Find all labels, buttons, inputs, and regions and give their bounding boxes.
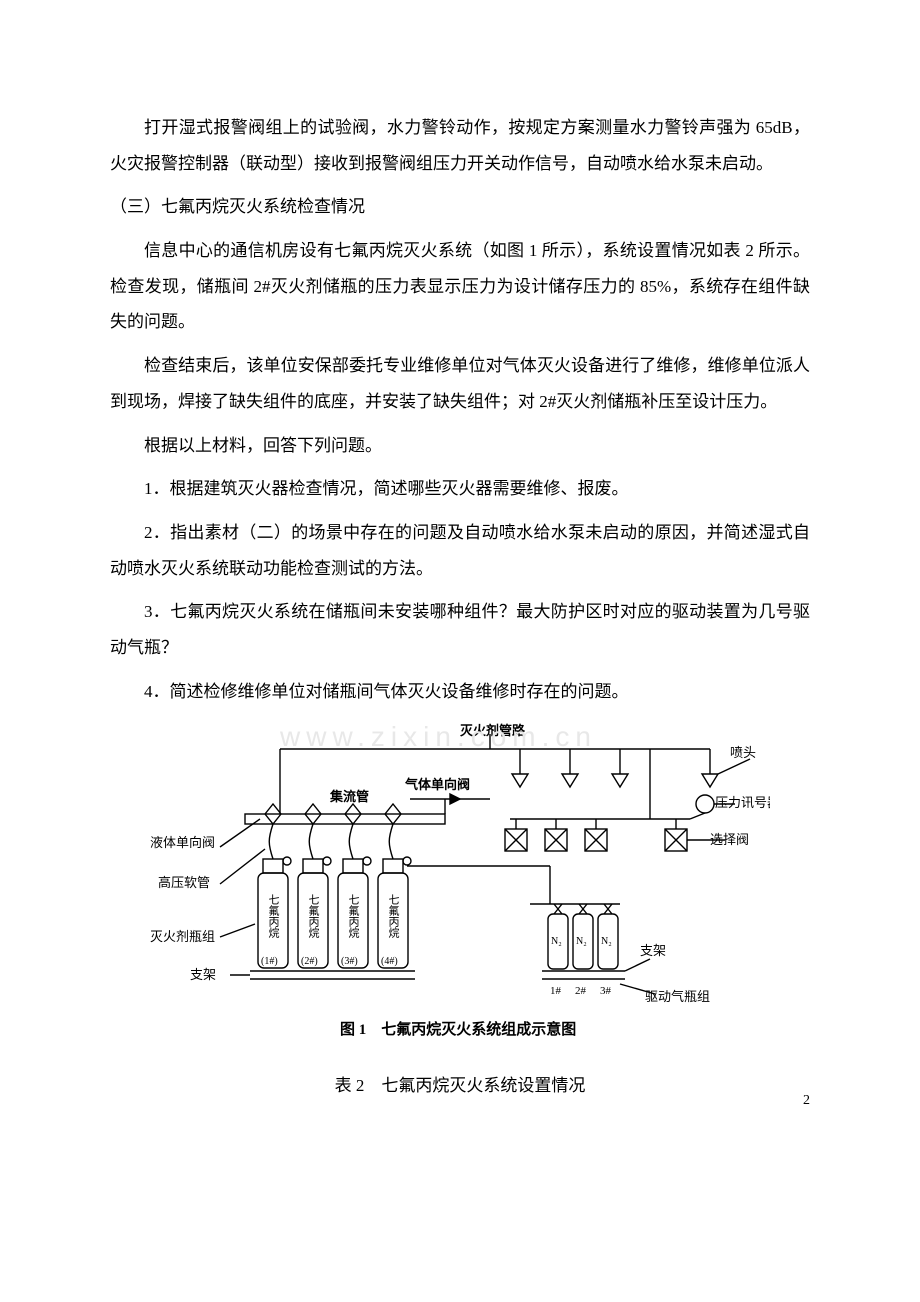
label-gas-check-valve: 气体单向阀: [405, 777, 470, 792]
label-n2-3: N₂: [601, 936, 612, 947]
paragraph-3: 信息中心的通信机房设有七氟丙烷灭火系统（如图 1 所示），系统设置情况如表 2 …: [110, 233, 810, 340]
label-drive-cyl-group: 驱动气瓶组: [645, 989, 710, 1004]
figure-caption: 图 1 七氟丙烷灭火系统组成示意图: [340, 1020, 576, 1038]
question-3: 3．七氟丙烷灭火系统在储瓶间未安装哪种组件？最大防护区时对应的驱动装置为几号驱动…: [110, 594, 810, 665]
label-cyl1-name: 七氟丙烷: [267, 894, 280, 939]
label-nozzle: 喷头: [730, 745, 756, 760]
question-4: 4．简述检修维修单位对储瓶间气体灭火设备维修时存在的问题。: [110, 674, 810, 710]
fire-suppression-diagram: 灭火剂管路 喷头 集流管 气体单向阀 压力讯号器 液体单向阀 选择阀 高压软管 …: [150, 719, 770, 1049]
label-hp-hose: 高压软管: [158, 875, 210, 890]
section-heading-3: （三）七氟丙烷灭火系统检查情况: [110, 189, 810, 225]
paragraph-1: 打开湿式报警阀组上的试验阀，水力警铃动作，按规定方案测量水力警铃声强为 65dB…: [110, 110, 810, 181]
label-liquid-check-valve: 液体单向阀: [150, 835, 215, 850]
label-cyl4-num: (4#): [381, 956, 398, 967]
label-n2-2: N₂: [576, 936, 587, 947]
label-manifold: 集流管: [329, 789, 369, 804]
label-cyl2-name: 七氟丙烷: [307, 894, 320, 939]
label-cyl2-num: (2#): [301, 956, 318, 967]
question-1: 1．根据建筑灭火器检查情况，简述哪些灭火器需要维修、报废。: [110, 471, 810, 507]
label-n2-1: N₂: [551, 936, 562, 947]
label-selector-valve: 选择阀: [710, 832, 749, 847]
label-bracket-right: 支架: [640, 943, 666, 958]
question-2: 2．指出素材（二）的场景中存在的问题及自动喷水给水泵未启动的原因，并简述湿式自动…: [110, 515, 810, 586]
table-2-caption: 表 2 七氟丙烷灭火系统设置情况: [110, 1068, 810, 1104]
label-cyl4-name: 七氟丙烷: [387, 894, 400, 939]
label-bracket-left: 支架: [190, 967, 216, 982]
label-cyl3-num: (3#): [341, 956, 358, 967]
label-agent-pipe: 灭火剂管路: [459, 723, 526, 738]
paragraph-4: 检查结束后，该单位安保部委托专业维修单位对气体灭火设备进行了维修，维修单位派人到…: [110, 348, 810, 419]
label-d2: 2#: [575, 985, 587, 997]
label-d1: 1#: [550, 985, 562, 997]
label-cyl3-name: 七氟丙烷: [347, 894, 360, 939]
label-agent-cyl-group: 灭火剂瓶组: [150, 929, 215, 944]
figure-1: 灭火剂管路 喷头 集流管 气体单向阀 压力讯号器 液体单向阀 选择阀 高压软管 …: [110, 719, 810, 1062]
label-d3: 3#: [600, 985, 612, 997]
paragraph-5: 根据以上材料，回答下列问题。: [110, 428, 810, 464]
label-cyl1-num: (1#): [261, 956, 278, 967]
label-pressure-signal: 压力讯号器: [715, 795, 770, 810]
